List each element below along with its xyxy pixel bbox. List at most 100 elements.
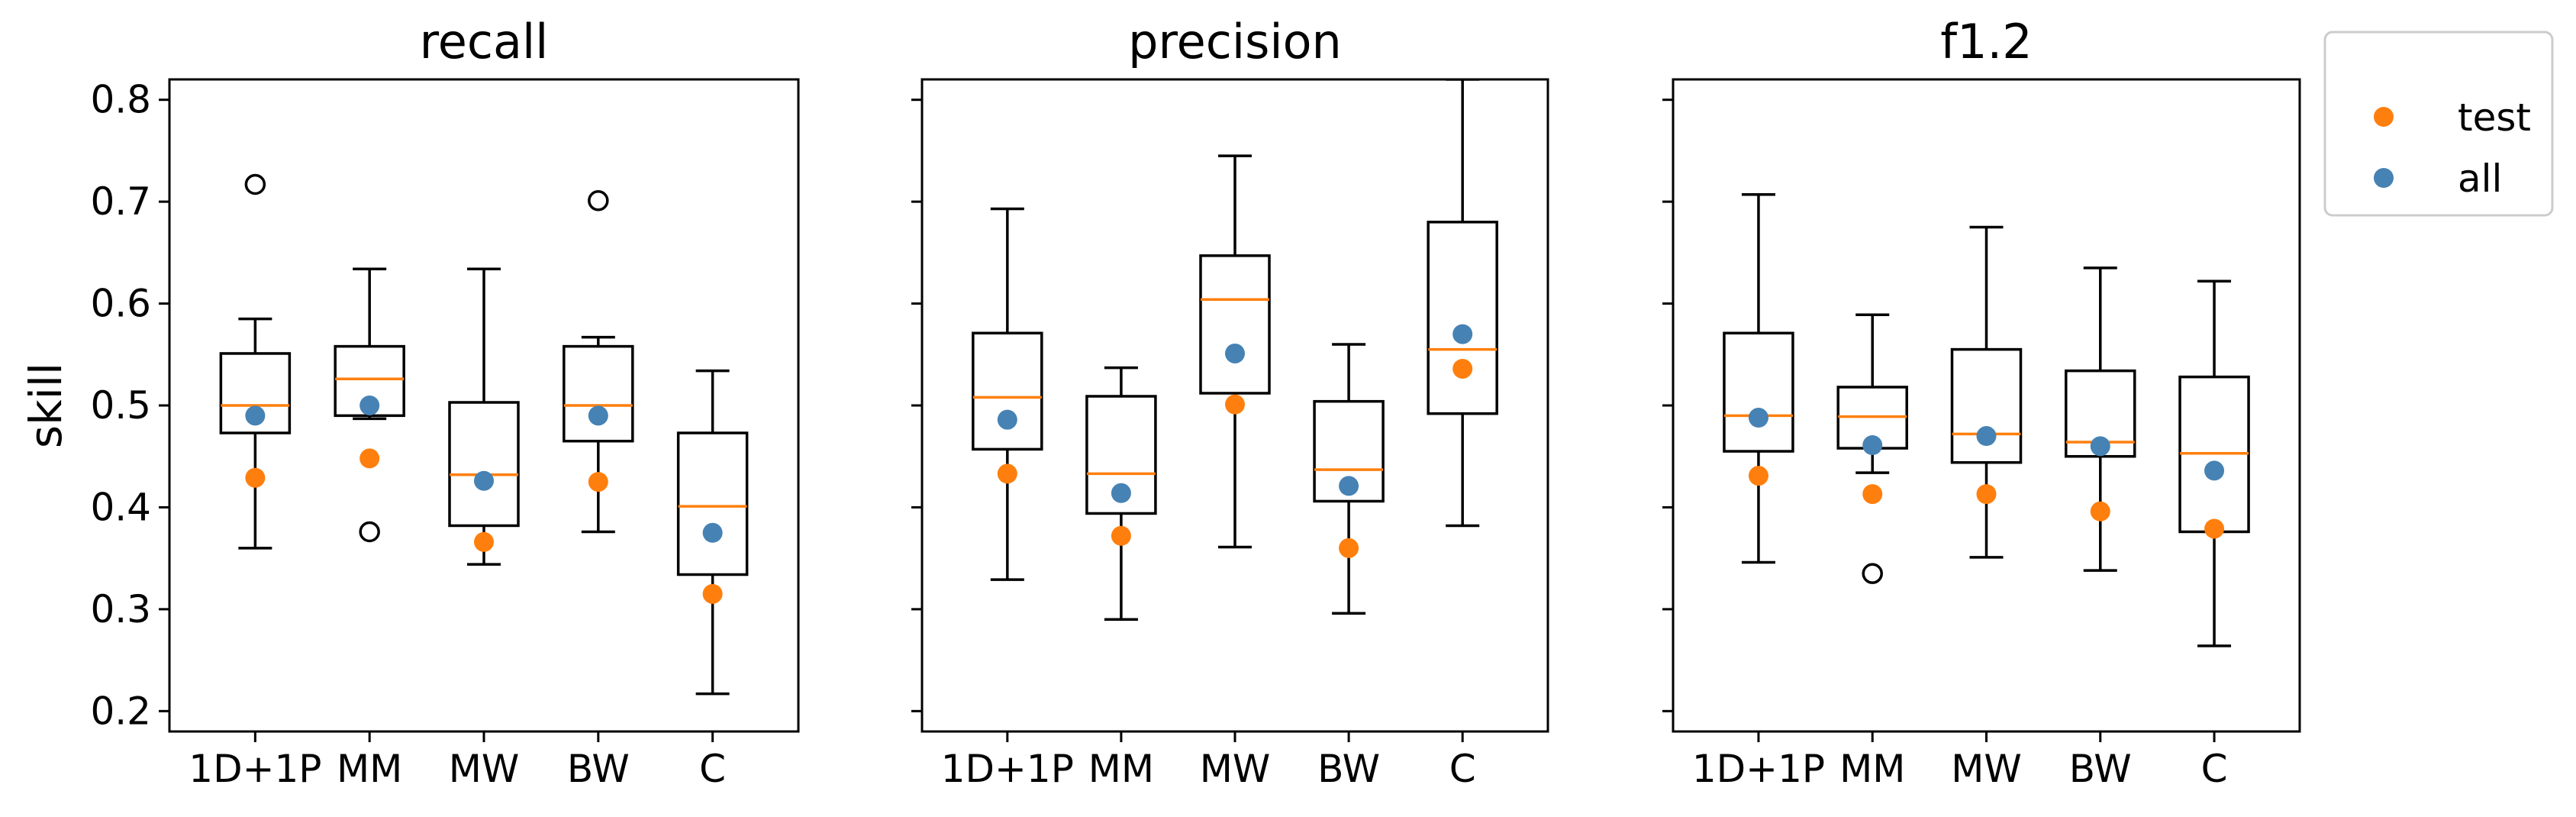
panel-plot-area — [219, 173, 749, 696]
panel-precision: precision 1D+1P MM MW BW C — [911, 14, 1549, 791]
box-C — [2178, 279, 2250, 647]
box-BW — [1313, 343, 1385, 615]
x-tick-label: C — [1449, 747, 1476, 791]
box-iqr — [676, 431, 749, 576]
box-MW — [1199, 154, 1271, 549]
x-tick-label: C — [699, 747, 726, 791]
y-tick-label: 0.6 — [90, 282, 151, 326]
panel-plot-area — [1723, 193, 2250, 647]
box-MM — [1836, 313, 1908, 584]
x-tick-label: 1D+1P — [1692, 747, 1825, 791]
panel-title: precision — [1128, 14, 1342, 69]
all-point — [1111, 483, 1131, 503]
box-MW — [448, 267, 520, 566]
all-point — [1452, 324, 1473, 344]
x-tick-label: BW — [2069, 747, 2132, 791]
y-tick-label: 0.4 — [90, 485, 151, 529]
box-iqr — [1723, 331, 1794, 453]
all-point — [474, 470, 494, 491]
panel-frame — [168, 78, 800, 733]
panel-frame — [920, 78, 1549, 733]
test-point — [1976, 484, 1997, 505]
box-BW — [2065, 266, 2136, 572]
legend-marker-test — [2374, 107, 2394, 127]
flier-point — [588, 190, 609, 212]
x-tick-label: MM — [1088, 747, 1154, 791]
box-C — [676, 369, 749, 696]
all-point — [2204, 460, 2225, 481]
box-iqr — [448, 401, 520, 528]
box-iqr — [334, 344, 405, 418]
box-1D+1P — [1723, 193, 1794, 564]
all-point — [359, 396, 380, 415]
flier-point — [244, 173, 266, 195]
box-iqr — [1950, 347, 2023, 464]
test-point — [1111, 525, 1131, 546]
box-iqr — [1427, 221, 1498, 415]
panel-plot-area — [972, 79, 1498, 621]
test-point — [1339, 538, 1359, 558]
box-iqr — [563, 344, 634, 443]
box-MM — [1085, 366, 1157, 621]
legend-label-test: test — [2458, 95, 2531, 140]
box-1D+1P — [972, 207, 1043, 581]
box-C — [1427, 79, 1498, 528]
all-point — [1976, 426, 1997, 447]
box-1D+1P — [219, 173, 292, 550]
test-point — [1862, 484, 1883, 505]
box-MW — [1950, 225, 2023, 559]
box-iqr — [2065, 369, 2136, 458]
x-tick-label: MM — [337, 747, 402, 791]
panel-frame — [1672, 78, 2301, 733]
legend-label-all: all — [2458, 157, 2502, 201]
box-iqr — [972, 331, 1043, 451]
all-point — [1339, 476, 1359, 496]
flier-point — [1862, 563, 1883, 584]
test-point — [2204, 518, 2225, 539]
all-point — [588, 405, 608, 426]
x-tick-label: 1D+1P — [189, 747, 321, 791]
all-point — [997, 409, 1017, 430]
panel-title: f1.2 — [1940, 14, 2032, 69]
y-axis-label: skill — [20, 363, 72, 448]
all-point — [1225, 343, 1245, 363]
all-point — [702, 522, 723, 543]
y-tick-label: 0.5 — [90, 383, 151, 428]
x-tick-label: MW — [1951, 747, 2022, 791]
flier-point — [359, 521, 380, 543]
all-point — [1862, 435, 1883, 456]
y-tick-label: 0.7 — [90, 179, 151, 224]
test-point — [588, 472, 608, 492]
y-tick-label: 0.8 — [90, 78, 151, 122]
x-tick-label: MW — [1200, 747, 1271, 791]
test-point — [245, 467, 266, 488]
x-tick-label: C — [2201, 747, 2228, 791]
box-iqr — [219, 352, 292, 434]
box-MM — [334, 267, 405, 543]
x-tick-label: BW — [1317, 747, 1380, 791]
x-tick-label: MM — [1839, 747, 1905, 791]
all-point — [2090, 436, 2110, 457]
panel-title: recall — [420, 14, 549, 69]
y-tick-label: 0.2 — [90, 689, 151, 733]
panel-recall: recall 0.2 0.3 0.4 0.5 0.6 0.7 0.8 1D+1P MM MW BW C — [90, 14, 800, 791]
all-point — [1748, 408, 1768, 428]
test-point — [997, 463, 1017, 484]
x-tick-label: 1D+1P — [941, 747, 1074, 791]
test-point — [1225, 394, 1245, 415]
panel-f1-2: f1.2 1D+1P MM MW BW C — [1662, 14, 2301, 791]
x-tick-label: MW — [449, 747, 520, 791]
test-point — [359, 448, 380, 469]
test-point — [1452, 358, 1473, 379]
test-point — [702, 583, 723, 604]
test-point — [1748, 466, 1768, 486]
y-tick-label: 0.3 — [90, 587, 151, 631]
legend: test all — [2323, 31, 2554, 217]
test-point — [474, 531, 494, 552]
test-point — [2090, 501, 2110, 522]
legend-marker-all — [2374, 168, 2394, 188]
all-point — [245, 405, 266, 426]
box-iqr — [1199, 254, 1271, 395]
box-iqr — [1085, 395, 1157, 515]
